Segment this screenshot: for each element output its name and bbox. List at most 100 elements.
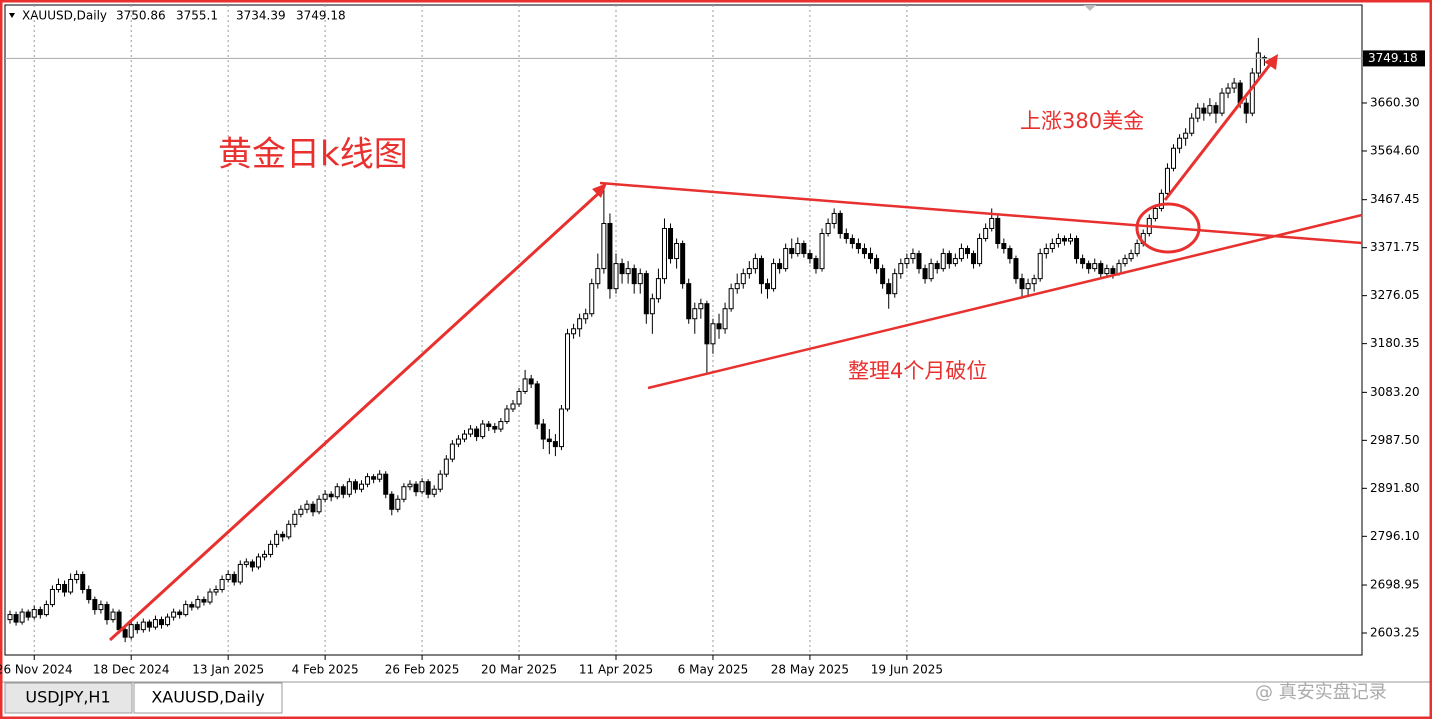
candle-body — [595, 268, 601, 285]
candle-body — [316, 498, 322, 513]
candle-body — [964, 248, 970, 255]
candle-body — [1031, 278, 1037, 285]
annotation: 黄金日k线图 — [218, 135, 408, 175]
candle-body — [395, 498, 401, 510]
candle-body — [771, 263, 777, 290]
candle-body — [201, 599, 207, 603]
candle-body — [813, 258, 819, 270]
candle-body — [419, 481, 425, 493]
candle-body — [874, 258, 880, 270]
candle-body — [661, 227, 667, 280]
candle-body — [237, 563, 243, 583]
x-tick-label: 11 Apr 2025 — [579, 663, 653, 677]
y-tick-label: 2603.25 — [1370, 626, 1420, 640]
candle-body — [880, 268, 886, 285]
arrow-head — [592, 183, 607, 198]
candle-body — [995, 217, 1001, 245]
candle-body — [68, 578, 74, 593]
candle-body — [104, 604, 110, 621]
annotation: 整理4个月破位 — [848, 359, 987, 383]
menu-icon[interactable] — [9, 13, 15, 18]
tab[interactable] — [4, 682, 133, 714]
candle-body — [583, 313, 589, 320]
candle-body — [328, 493, 334, 498]
candle-body — [631, 268, 637, 285]
candle-body — [1104, 268, 1110, 275]
candle-body — [655, 278, 661, 300]
candle-body — [480, 423, 486, 438]
candle-body — [468, 428, 474, 435]
candle-body — [286, 523, 292, 538]
candle-body — [140, 621, 146, 631]
candle-body — [643, 273, 649, 315]
candle-body — [958, 248, 964, 260]
candle-body — [431, 488, 437, 495]
candle-body — [389, 493, 395, 510]
candle-body — [310, 503, 316, 513]
candle-body — [765, 283, 770, 290]
candle-body — [86, 589, 92, 601]
ohlc-close: 3749.18 — [296, 9, 346, 23]
candle-body — [552, 441, 558, 448]
candle-body — [849, 238, 855, 245]
candle-body — [443, 458, 449, 475]
candle-body — [1055, 238, 1061, 245]
candle-body — [1037, 253, 1043, 280]
candle-body — [462, 433, 467, 440]
y-tick-label: 2987.50 — [1370, 433, 1420, 447]
candle-body — [558, 408, 564, 448]
candle-body — [892, 273, 898, 295]
candle-body — [1171, 147, 1177, 169]
candle-body — [540, 423, 546, 440]
arrow-head — [1264, 54, 1278, 70]
candle-body — [498, 421, 504, 430]
candle-body — [43, 604, 49, 616]
candle-body — [1177, 137, 1183, 149]
candle-body — [55, 583, 61, 591]
candle-body — [1013, 258, 1019, 280]
candle-body — [1025, 283, 1031, 290]
candle-body — [134, 624, 140, 631]
candle-body — [225, 573, 231, 580]
candle-body — [904, 258, 910, 265]
candle-body — [528, 378, 534, 385]
tab-label[interactable]: XAUUSD,Daily — [151, 688, 264, 707]
candle-body — [49, 589, 55, 606]
candle-body — [868, 253, 874, 260]
ohlc-high: 3755.1 — [176, 9, 218, 23]
candle-body — [940, 253, 946, 270]
candle-body — [255, 556, 261, 568]
candle-body — [1201, 107, 1207, 114]
candle-body — [213, 589, 219, 593]
tab-active[interactable] — [133, 682, 283, 714]
candle-body — [1225, 87, 1231, 94]
candle-body — [110, 611, 116, 621]
x-tick-label: 18 Dec 2024 — [93, 663, 170, 677]
candle-body — [304, 503, 310, 510]
candle-body — [710, 323, 716, 345]
tab-label[interactable]: USDJPY,H1 — [25, 688, 110, 707]
candle-body — [231, 573, 237, 583]
candle-body — [298, 508, 304, 515]
candle-body — [449, 443, 455, 460]
candle-body — [855, 243, 861, 250]
ohlc-low: 3734.39 — [236, 9, 286, 23]
candle-body — [346, 481, 352, 495]
candle-body — [19, 611, 25, 623]
candle-body — [189, 604, 195, 608]
candle-body — [704, 303, 710, 345]
x-tick-label: 6 May 2025 — [678, 663, 749, 677]
candle-body — [589, 283, 595, 315]
candle-body — [98, 604, 104, 611]
watermark: @ 真安实盘记录 — [1255, 682, 1387, 703]
candle-body — [1243, 102, 1249, 114]
candle-body — [825, 222, 831, 235]
candle-body — [522, 378, 528, 392]
candle-body — [1189, 117, 1195, 134]
candle-body — [898, 263, 904, 275]
candle-body — [334, 486, 340, 498]
candle-body — [686, 283, 692, 320]
candle-body — [122, 629, 128, 638]
candle-body — [1158, 192, 1164, 209]
candle-body — [437, 473, 443, 490]
